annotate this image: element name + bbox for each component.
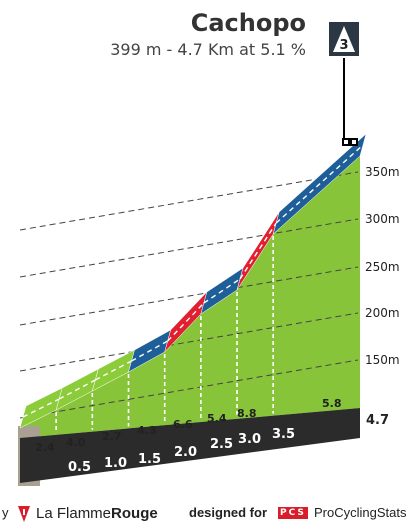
brand-part-1: La Flamme (36, 505, 112, 522)
footer-left-prefix: y (2, 505, 9, 520)
climb-title: Cachopo (190, 9, 306, 37)
total-distance-label: 4.7 (366, 413, 389, 428)
pcs-logo-badge: PCS (278, 507, 308, 519)
road-centre-line (22, 398, 60, 418)
elevation-tick-label: 200m (365, 306, 400, 320)
flamme-rouge-logo-icon (18, 506, 30, 522)
road-centre-line (95, 360, 132, 381)
pcs-site-link[interactable]: ProCyclingStats (314, 505, 407, 520)
summit-marker (342, 138, 358, 146)
elevation-gridline (19, 312, 359, 372)
designed-for-text: designed for (189, 505, 268, 520)
distance-tick-label: 1.0 (104, 456, 127, 471)
elevation-tick-label: 350m (365, 165, 400, 179)
segment-gradient-label: 5.4 (207, 412, 227, 425)
segment-gradient-label: 4.0 (66, 436, 86, 449)
chart-labels: 150m 200m 250m 300m 350m 2.4 4.0 2.7 4.3 6.6 5.4 8.… (35, 165, 400, 475)
distance-tick-label: 0.5 (68, 460, 91, 475)
elevation-gridline (19, 266, 359, 326)
road-centre-line (239, 222, 277, 280)
category-triangle-icon (333, 26, 355, 52)
summit-marker-check (352, 140, 356, 144)
distance-tick-label: 1.5 (138, 452, 161, 467)
road-centre-line (58, 379, 96, 400)
profile-front-face (20, 156, 360, 438)
elevation-gridline (19, 218, 359, 278)
elevation-gridline (19, 359, 359, 419)
profile-base-strip (20, 408, 360, 483)
road-centre-line (203, 278, 241, 304)
segment-gradient-label: 6.6 (173, 418, 193, 431)
road-centre-line (131, 340, 169, 362)
category-number: 3 (339, 38, 348, 53)
elevation-tick-label: 250m (365, 260, 400, 274)
segment-gradient-label: 2.4 (35, 441, 55, 454)
distance-tick-label: 2.5 (210, 437, 233, 452)
segment-gradient-label: 4.3 (137, 424, 157, 437)
segment-gradient-label: 5.8 (322, 397, 342, 410)
category-badge-group: 3 (329, 22, 359, 146)
gradient-grid-lines (19, 171, 359, 433)
segment-gradient-label: 8.8 (237, 407, 257, 420)
road-surface-segments (19, 133, 367, 429)
elevation-tick-label: 150m (365, 353, 400, 367)
brand-part-2: Rouge (111, 505, 158, 522)
segment-gradient-label: 2.7 (102, 430, 122, 443)
summit-marker-check (344, 140, 348, 144)
road-centre-line (275, 144, 364, 224)
climb-summary: 399 m - 4.7 Km at 5.1 % (110, 40, 306, 59)
distance-tick-label: 3.5 (272, 427, 295, 442)
elevation-tick-label: 300m (365, 212, 400, 226)
distance-tick-label: 3.0 (238, 432, 261, 447)
elevation-gridline (19, 171, 359, 231)
flamme-rouge-brand[interactable]: La FlammeRouge (36, 505, 158, 522)
chart-background-layer (18, 156, 360, 486)
distance-tick-label: 2.0 (174, 445, 197, 460)
